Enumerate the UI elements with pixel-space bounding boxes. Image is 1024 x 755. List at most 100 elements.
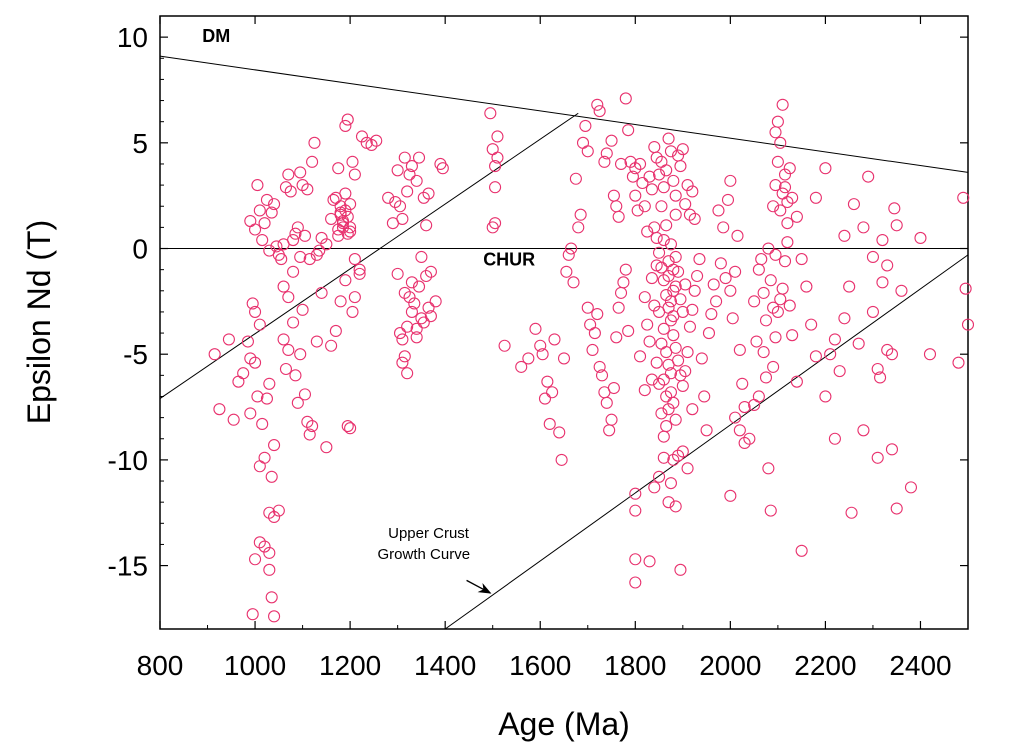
data-point [344,221,357,234]
data-point [638,291,651,304]
reference-line-upper-crust-growth-curve [444,254,969,630]
data-point [310,335,323,348]
data-point [648,481,661,494]
data-point [258,217,271,230]
x-tick-label: 2000 [699,650,761,681]
data-point [653,168,666,181]
data-point [638,384,651,397]
annotation-dm: DM [202,26,230,46]
data-point [653,305,666,318]
data-point [294,166,307,179]
data-point [629,162,642,175]
data-point [662,132,675,145]
data-point [724,284,737,297]
data-point [657,430,670,443]
data-point [315,231,328,244]
data-point [750,335,763,348]
data-point [843,280,856,293]
x-tick-label: 2400 [889,650,951,681]
data-point [707,278,720,291]
data-point [408,297,421,310]
data-point [405,276,418,289]
x-tick-label: 800 [137,650,184,681]
data-point [767,301,780,314]
data-point [650,231,663,244]
data-point [778,168,792,181]
data-point [291,221,304,234]
data-point [769,331,782,344]
data-point [291,396,304,409]
data-point [341,227,354,240]
x-tick-label: 1200 [319,650,381,681]
data-point [676,305,689,318]
data-point [664,367,677,380]
data-point [790,210,803,223]
data-point [845,506,858,519]
data-point [536,348,549,361]
data-point [686,185,699,198]
data-point [429,295,442,308]
data-point [881,343,894,357]
data-point [565,242,578,255]
data-point [424,310,437,323]
data-point [249,356,262,369]
x-tick-label: 1600 [509,650,571,681]
data-point [353,263,366,276]
data-point [275,253,288,266]
data-point [764,504,777,517]
data-point [277,333,290,346]
data-point [645,373,658,386]
data-point [683,208,697,221]
data-point [809,191,822,204]
data-point [393,327,407,340]
data-point [676,445,689,458]
data-point [341,420,354,433]
data-point [626,170,639,183]
data-point [344,225,357,238]
data-points [208,92,975,623]
data-point [667,284,680,297]
data-point [629,487,642,500]
data-point [881,259,894,272]
data-point [303,253,316,266]
y-tick-label: 0 [132,234,148,265]
data-point [249,223,262,236]
data-point [724,489,737,502]
data-point [667,453,680,466]
data-point [339,119,352,132]
data-point [588,327,601,340]
data-point [593,105,606,118]
data-point [664,145,677,158]
data-point [265,206,278,219]
data-point [581,145,594,158]
data-point [757,286,770,299]
data-point [334,200,347,213]
data-point [771,305,784,318]
data-point [391,164,404,177]
data-point [279,362,293,376]
data-point [774,204,787,217]
data-point [213,403,226,416]
data-point [866,250,879,264]
data-point [809,350,822,363]
data-point [489,160,502,173]
data-point [748,295,761,308]
data-point [805,318,818,331]
data-point [598,155,611,168]
x-axis-title: Age (Ma) [498,706,630,742]
data-point [672,449,685,462]
data-point [574,208,587,221]
data-point [705,307,718,321]
data-point [263,546,276,559]
data-point [674,160,687,173]
data-point [657,234,670,247]
data-point [405,305,418,318]
data-point [410,322,423,335]
data-point [866,305,879,318]
data-point [874,371,887,384]
data-point [268,198,281,211]
data-point [885,443,899,456]
data-point [600,396,613,409]
data-point [717,221,730,234]
data-point [287,265,300,278]
